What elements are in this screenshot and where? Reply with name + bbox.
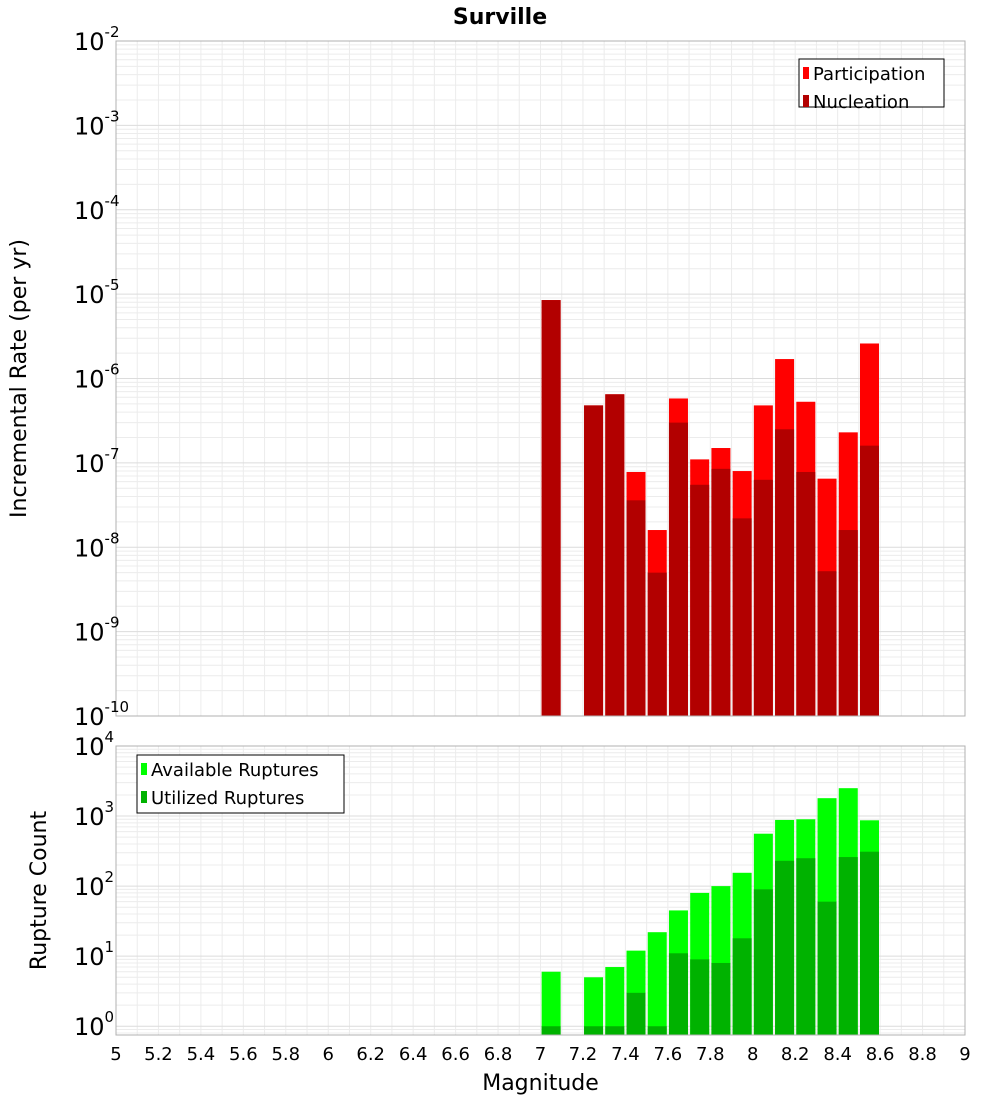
bottom-bars: [541, 788, 879, 1035]
legend-box: [798, 58, 945, 108]
bottom-grid: [115, 745, 966, 1035]
bar-utilized-ruptures: [753, 889, 773, 1035]
chart-title: Surville: [453, 5, 547, 30]
bar-utilized-ruptures: [838, 857, 858, 1035]
bar-available-ruptures: [584, 977, 604, 1035]
y-tick-label: 10-8: [74, 529, 120, 562]
x-tick-label: 6: [323, 1044, 334, 1065]
y-tick-label: 101: [74, 938, 114, 971]
legend-swatch: [141, 763, 147, 775]
x-tick-labels: 5 5.2 5.4 5.6 5.8 6 6.2 6.4 6.6 6.8 7 7.2 7.4 7.6 7.8 8…: [110, 1044, 970, 1065]
legend-swatch: [141, 791, 147, 803]
x-tick-label: 8.4: [823, 1044, 852, 1065]
y-tick-label: 10-2: [74, 23, 120, 56]
bar-utilized-ruptures: [605, 1026, 625, 1035]
bottom-panel: 100 101 102 103 104 5 5.2 5.4 5.6 5.8 6 6.2 6.4 6.6 6…: [27, 728, 971, 1096]
bar-utilized-ruptures: [775, 860, 795, 1035]
x-tick-label: 8.8: [908, 1044, 937, 1065]
legend-entry: Nucleation: [813, 92, 909, 113]
top-plot-border: [115, 40, 966, 717]
x-tick-label: 7: [535, 1044, 546, 1065]
x-axis-label: Magnitude: [482, 1071, 599, 1096]
bar-nucleation: [796, 471, 816, 716]
legend-swatch: [803, 95, 809, 107]
x-tick-label: 7.4: [611, 1044, 640, 1065]
x-tick-label: 8.2: [781, 1044, 810, 1065]
x-tick-label: 5.2: [144, 1044, 173, 1065]
bar-nucleation: [690, 484, 710, 716]
bar-utilized-ruptures: [796, 858, 816, 1035]
bar-nucleation: [626, 500, 646, 716]
bar-utilized-ruptures: [584, 1026, 604, 1035]
x-tick-label: 8.6: [866, 1044, 895, 1065]
y-tick-label: 10-7: [74, 445, 120, 478]
bar-nucleation: [817, 571, 837, 716]
legend-entry: Participation: [813, 64, 925, 85]
bar-utilized-ruptures: [817, 901, 837, 1035]
y-tick-label: 104: [74, 728, 114, 761]
x-tick-label: 7.6: [654, 1044, 683, 1065]
y-tick-label: 10-5: [74, 276, 120, 309]
bar-nucleation: [584, 405, 604, 716]
bar-nucleation: [838, 530, 858, 716]
top-legend: Participation Nucleation: [798, 58, 945, 113]
bar-available-ruptures: [647, 932, 667, 1035]
bar-available-ruptures: [541, 971, 561, 1035]
x-tick-label: 7.2: [569, 1044, 598, 1065]
legend-entry: Utilized Ruptures: [151, 788, 304, 809]
bar-nucleation: [541, 300, 561, 716]
y-tick-label: 10-10: [74, 698, 129, 731]
x-tick-label: 6.8: [484, 1044, 513, 1065]
x-tick-label: 7.8: [696, 1044, 725, 1065]
y-tick-label: 10-4: [74, 192, 120, 225]
legend-entry: Available Ruptures: [151, 760, 319, 781]
y-tick-label: 10-9: [74, 614, 120, 647]
x-tick-label: 5.6: [229, 1044, 258, 1065]
top-panel: 10-10 10-9 10-8 10-7 10-6 10-5 10-4 10-3 10-2 In…: [7, 23, 966, 731]
y-tick-label: 10-6: [74, 361, 120, 394]
x-tick-label: 5.4: [187, 1044, 216, 1065]
bar-nucleation: [859, 445, 879, 716]
x-tick-label: 6.4: [399, 1044, 428, 1065]
bar-utilized-ruptures: [626, 992, 646, 1035]
top-y-axis-label: Incremental Rate (per yr): [7, 239, 32, 518]
bar-available-ruptures: [605, 967, 625, 1035]
bottom-plot-border: [115, 745, 966, 1036]
bar-utilized-ruptures: [541, 1026, 561, 1035]
x-tick-label: 9: [959, 1044, 970, 1065]
bar-utilized-ruptures: [647, 1026, 667, 1035]
bar-utilized-ruptures: [690, 959, 710, 1035]
bar-nucleation: [711, 468, 731, 716]
bar-nucleation: [753, 479, 773, 716]
x-tick-label: 5.8: [271, 1044, 300, 1065]
legend-box: [136, 754, 345, 814]
x-tick-label: 6.2: [356, 1044, 385, 1065]
bar-nucleation: [605, 394, 625, 716]
y-tick-label: 10-3: [74, 107, 120, 140]
bar-nucleation: [668, 422, 688, 716]
bar-utilized-ruptures: [711, 962, 731, 1035]
bar-nucleation: [732, 518, 752, 716]
bar-utilized-ruptures: [732, 938, 752, 1035]
y-tick-label: 100: [74, 1008, 114, 1041]
bottom-y-tick-labels: 100 101 102 103 104: [74, 728, 114, 1041]
legend-swatch: [803, 67, 809, 79]
bar-nucleation: [775, 429, 795, 716]
x-tick-label: 6.6: [441, 1044, 470, 1065]
top-grid: [115, 40, 966, 717]
top-y-tick-labels: 10-10 10-9 10-8 10-7 10-6 10-5 10-4 10-3 10-2: [74, 23, 129, 731]
y-tick-label: 103: [74, 798, 114, 831]
x-tick-label: 5: [110, 1044, 121, 1065]
y-tick-label: 102: [74, 868, 114, 901]
top-bars: [541, 300, 879, 716]
bar-utilized-ruptures: [859, 851, 879, 1035]
x-tick-label: 8: [747, 1044, 758, 1065]
bottom-y-axis-label: Rupture Count: [27, 811, 52, 971]
bar-utilized-ruptures: [668, 953, 688, 1035]
bar-nucleation: [647, 572, 667, 716]
bottom-legend: Available Ruptures Utilized Ruptures: [136, 754, 345, 814]
